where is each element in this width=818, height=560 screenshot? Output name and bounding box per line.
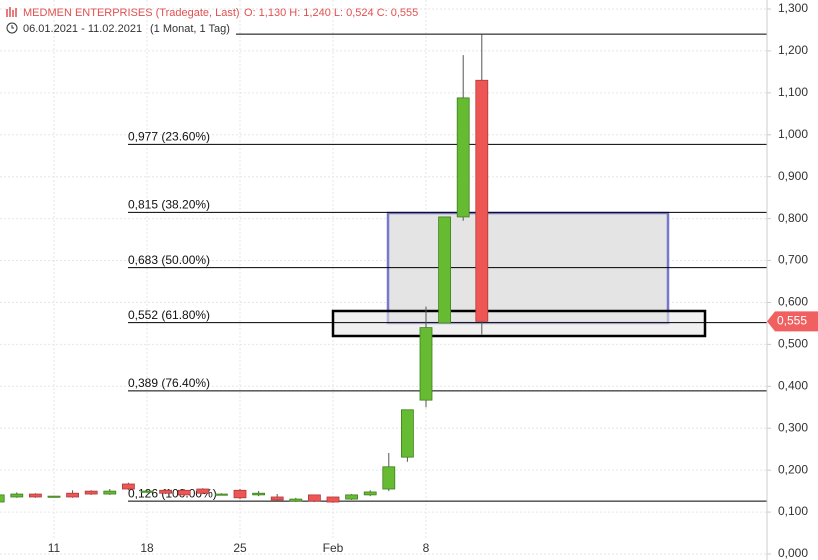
y-tick-label: 0,900 [778, 169, 808, 183]
y-tick-label: 1,300 [778, 1, 808, 15]
candle-body [196, 488, 210, 494]
y-tick-label: 1,200 [778, 43, 808, 57]
y-tick-label: 0,100 [778, 504, 808, 518]
candle-body [47, 495, 61, 498]
candle-body [159, 489, 173, 494]
candle-body [326, 496, 340, 503]
date-range: 06.01.2021 - 11.02.2021 [23, 23, 142, 35]
candle-body [0, 494, 5, 503]
clock-icon [6, 22, 18, 34]
fib-label: 0,815 (38.20%) [128, 197, 210, 211]
candle-body [400, 409, 414, 458]
fib-lines: 0,977 (23.60%) 0,815 (38.20%) 0,683 (50.00… [128, 33, 767, 502]
candle-body [345, 494, 359, 500]
candle-body [214, 493, 228, 496]
header: MEDMEN ENTERPRISES (Tradegate, Last) O: … [6, 7, 418, 35]
candle-body [177, 489, 191, 496]
candles [0, 34, 489, 503]
y-tick-label: 0,700 [778, 253, 808, 267]
y-tick-label: 0,000 [778, 546, 808, 560]
y-tick-label: 0,300 [778, 420, 808, 434]
y-tick-label: 0,800 [778, 211, 808, 225]
chart-icon [6, 7, 17, 17]
candle-body [140, 490, 154, 493]
axis: 0,000 0,100 0,200 0,300 0,400 0,500 0,600 0,700… [48, 1, 818, 560]
y-tick-label: 0,500 [778, 337, 808, 351]
candle-body [103, 490, 117, 495]
candle-body [438, 216, 452, 324]
clock-icon [11, 25, 14, 29]
candle-body [456, 97, 470, 218]
fib-label: 0,126 (100.00%) [128, 486, 217, 500]
candle-body [363, 491, 377, 496]
fib-label: 0,977 (23.60%) [128, 130, 210, 144]
candle-body [122, 483, 135, 490]
candle-body [66, 492, 79, 498]
y-tick-label: 0,400 [778, 378, 808, 392]
y-tick-label: 0,200 [778, 462, 808, 476]
fib-label: 0,552 (61.80%) [128, 308, 210, 322]
y-tick-label: 1,000 [778, 127, 808, 141]
y-tick-label: 1,100 [778, 85, 808, 99]
last-price-badge [767, 311, 818, 332]
candle-body [252, 492, 266, 496]
x-tick-label: Feb [323, 541, 344, 555]
candle-body [28, 493, 42, 498]
x-tick-label: 18 [140, 541, 154, 555]
candle-body [289, 498, 303, 502]
candle-body [419, 327, 433, 401]
y-tick-label: 0,600 [778, 295, 808, 309]
x-tick-label: 11 [48, 541, 61, 555]
x-tick-label: 8 [423, 541, 430, 555]
candle-body [475, 79, 489, 322]
quote: O: 1,130 H: 1,240 L: 0,524 C: 0,555 [244, 7, 418, 19]
candle-body [84, 490, 98, 495]
candle-body [233, 489, 247, 499]
candle-body [10, 493, 24, 498]
zone-box [331, 309, 707, 338]
candle-body [307, 494, 321, 502]
fib-label: 0,389 (76.40%) [128, 376, 210, 390]
candle-body [382, 466, 396, 490]
last-price-label: 0,555 [777, 313, 807, 327]
x-tick-label: 25 [233, 541, 247, 555]
fib-label: 0,683 (50.00%) [128, 253, 210, 267]
chart-title: MEDMEN ENTERPRISES (Tradegate, Last) [23, 7, 240, 19]
period: (1 Monat, 1 Tag) [150, 23, 230, 35]
candle-body [270, 496, 284, 501]
